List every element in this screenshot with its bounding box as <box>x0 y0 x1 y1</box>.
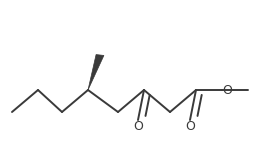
Text: O: O <box>222 83 232 97</box>
Polygon shape <box>88 55 104 90</box>
Text: O: O <box>185 120 195 133</box>
Text: O: O <box>133 120 143 133</box>
